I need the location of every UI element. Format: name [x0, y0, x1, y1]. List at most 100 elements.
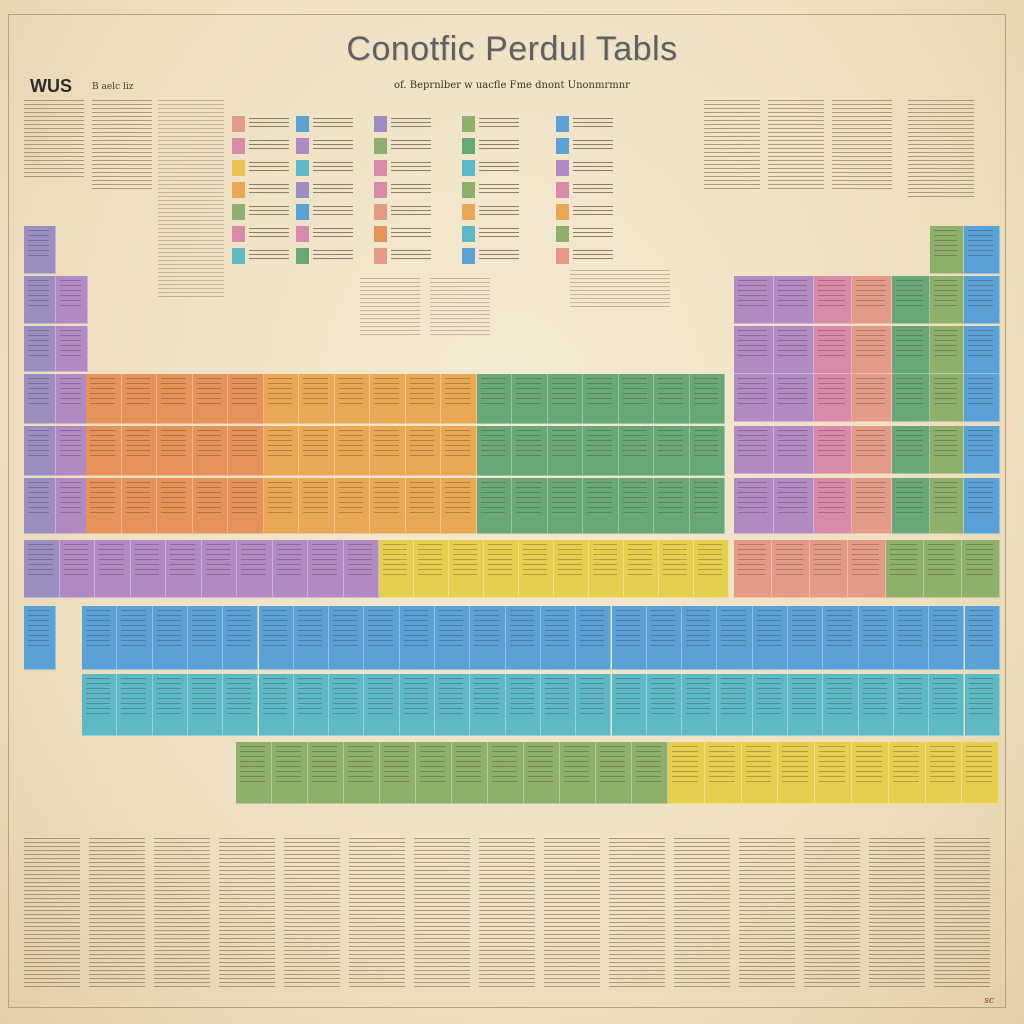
- element-tile: [823, 606, 859, 670]
- element-tile: [646, 674, 683, 736]
- element-tile: [157, 426, 193, 476]
- element-tile: [512, 374, 548, 424]
- element-tile: [589, 540, 624, 598]
- element-tile: [187, 606, 224, 670]
- element-tile: [86, 426, 122, 476]
- element-tile: [476, 478, 512, 534]
- element-tile: [852, 374, 892, 422]
- element-tile: [223, 606, 259, 670]
- element-tile: [121, 426, 157, 476]
- element-tile: [56, 478, 88, 534]
- legend-swatch: [232, 182, 289, 198]
- element-tile: [82, 606, 118, 670]
- element-tile: [964, 478, 1000, 534]
- element-tile: [848, 540, 886, 598]
- element-tile: [223, 674, 259, 736]
- element-tile: [560, 742, 596, 804]
- element-tile: [505, 606, 541, 670]
- element-tile: [24, 226, 56, 274]
- poster-title: Conotfic Perdul Tabls: [346, 30, 678, 68]
- element-tile: [95, 540, 131, 598]
- element-tile: [654, 426, 690, 476]
- element-tile: [329, 674, 365, 736]
- element-tile: [343, 540, 379, 598]
- element-tile: [611, 606, 647, 670]
- element-tile: [930, 226, 964, 274]
- legend-swatch: [556, 226, 613, 242]
- element-tile: [583, 426, 619, 476]
- element-tile: [815, 742, 852, 804]
- legend-swatch: [374, 160, 431, 176]
- element-tile: [86, 478, 122, 534]
- element-tile: [888, 742, 926, 804]
- element-tile: [484, 540, 519, 598]
- element-tile: [344, 742, 380, 804]
- footnote-column: [739, 838, 795, 988]
- intro-text-left-1: [24, 100, 84, 180]
- element-tile: [405, 426, 441, 476]
- element-tile: [449, 540, 484, 598]
- legend-swatch: [462, 204, 519, 220]
- legend-swatch: [374, 182, 431, 198]
- element-tile: [788, 674, 824, 736]
- signature-text: sc: [984, 996, 994, 1006]
- legend-swatch: [556, 204, 613, 220]
- element-tile: [121, 478, 157, 534]
- element-tile: [435, 606, 471, 670]
- element-tile: [441, 426, 477, 476]
- element-tile: [892, 478, 930, 534]
- element-tile: [852, 426, 892, 474]
- element-tile: [59, 540, 95, 598]
- legend-swatch: [462, 138, 519, 154]
- element-tile: [258, 674, 294, 736]
- element-tile: [24, 606, 56, 670]
- element-tile: [470, 606, 506, 670]
- element-tile: [717, 674, 753, 736]
- legend-swatch: [296, 248, 353, 264]
- element-tile: [512, 478, 548, 534]
- element-tile: [717, 606, 753, 670]
- element-tile: [308, 742, 344, 804]
- element-tile: [121, 374, 157, 424]
- intro-text-right-1: [704, 100, 760, 190]
- element-tile: [524, 742, 560, 804]
- element-tile: [152, 674, 188, 736]
- element-tile: [547, 426, 583, 476]
- element-tile: [774, 374, 814, 422]
- element-tile: [689, 426, 725, 476]
- element-tile: [964, 226, 1000, 274]
- footnote-column: [154, 838, 210, 988]
- element-tile: [583, 478, 619, 534]
- element-tile: [659, 540, 694, 598]
- element-tile: [752, 606, 788, 670]
- element-tile: [618, 374, 654, 424]
- element-tile: [892, 374, 930, 422]
- element-tile: [814, 426, 852, 474]
- element-tile: [308, 540, 344, 598]
- element-tile: [414, 540, 449, 598]
- legend-swatch: [556, 116, 613, 132]
- footnote-column: [609, 838, 665, 988]
- element-tile: [964, 276, 1000, 324]
- element-tile: [370, 374, 406, 424]
- element-tile: [370, 426, 406, 476]
- legend-swatch: [374, 138, 431, 154]
- element-tile: [452, 742, 488, 804]
- element-tile: [689, 478, 725, 534]
- element-tile: [24, 374, 56, 424]
- element-tile: [704, 742, 742, 804]
- element-tile: [470, 674, 506, 736]
- element-tile: [930, 374, 964, 422]
- legend-swatch: [232, 248, 289, 264]
- element-tile: [157, 478, 193, 534]
- element-tile: [299, 426, 335, 476]
- element-tile: [379, 540, 414, 598]
- element-tile: [892, 426, 930, 474]
- element-tile: [858, 606, 894, 670]
- element-tile: [893, 606, 930, 670]
- corner-sublabel: B aelc liz: [92, 82, 134, 92]
- element-tile: [329, 606, 365, 670]
- element-tile: [924, 540, 962, 598]
- element-tile: [774, 478, 814, 534]
